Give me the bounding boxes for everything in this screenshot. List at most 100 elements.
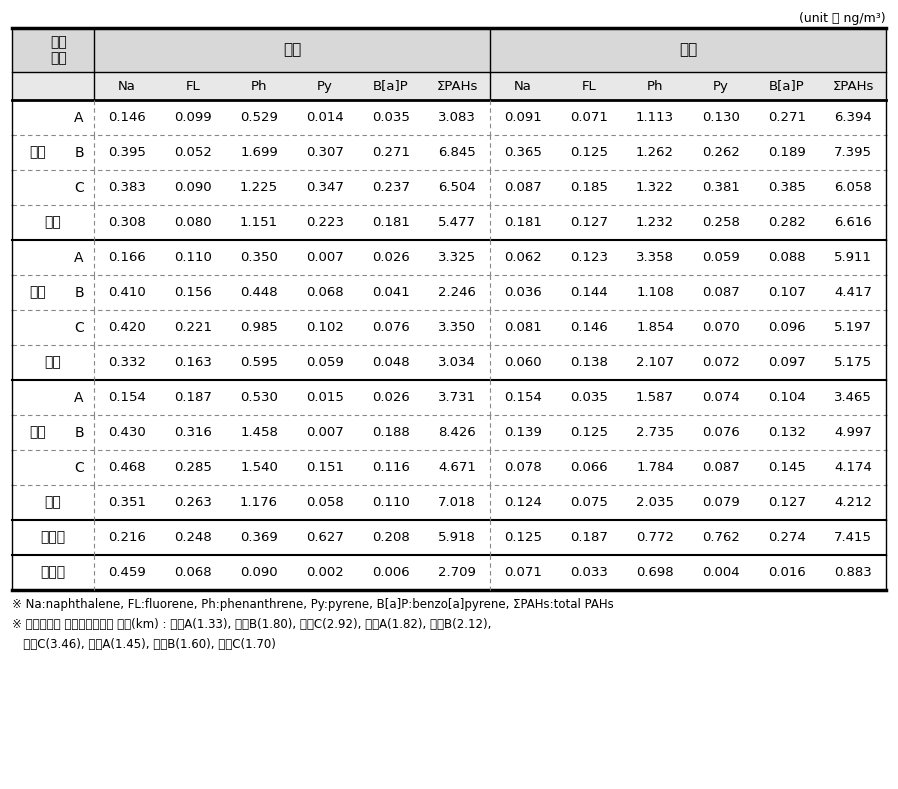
Text: 4.417: 4.417 [834, 286, 872, 299]
Text: 0.316: 0.316 [174, 426, 212, 439]
Text: B[a]P: B[a]P [769, 80, 805, 92]
Text: 0.052: 0.052 [174, 146, 212, 159]
Text: B[a]P: B[a]P [374, 80, 409, 92]
Text: 0.156: 0.156 [174, 286, 212, 299]
Text: 0.385: 0.385 [768, 181, 806, 194]
Text: ΣPAHs: ΣPAHs [436, 80, 478, 92]
Text: 0.026: 0.026 [372, 251, 409, 264]
Text: 6.616: 6.616 [834, 216, 872, 229]
Text: 0.145: 0.145 [768, 461, 806, 474]
Text: Na: Na [118, 80, 136, 92]
Text: 5.197: 5.197 [834, 321, 872, 334]
Text: 0.698: 0.698 [636, 566, 674, 579]
Text: 삼일: 삼일 [30, 286, 47, 300]
Text: 0.035: 0.035 [570, 391, 608, 404]
Text: 1.225: 1.225 [240, 181, 278, 194]
Text: 0.185: 0.185 [570, 181, 608, 194]
Text: 0.237: 0.237 [372, 181, 410, 194]
Text: 0.072: 0.072 [702, 356, 740, 369]
Text: 0.383: 0.383 [108, 181, 146, 194]
Text: 1.854: 1.854 [636, 321, 674, 334]
Text: B: B [75, 425, 84, 439]
Text: 0.099: 0.099 [174, 111, 212, 124]
Text: 3.465: 3.465 [834, 391, 872, 404]
Text: 0.081: 0.081 [504, 321, 541, 334]
Text: 0.079: 0.079 [702, 496, 740, 509]
Text: 평균: 평균 [45, 356, 61, 369]
Text: 0.062: 0.062 [504, 251, 541, 264]
Text: 0.125: 0.125 [570, 426, 608, 439]
Bar [12, 28, 94, 72]
Text: 주삼: 주삼 [30, 425, 47, 439]
Text: 4.174: 4.174 [834, 461, 872, 474]
Text: A: A [75, 391, 84, 405]
Text: 0.060: 0.060 [504, 356, 541, 369]
Bar [12, 72, 886, 100]
Text: 0.036: 0.036 [504, 286, 541, 299]
Text: 0.627: 0.627 [306, 531, 344, 544]
Text: 2.035: 2.035 [636, 496, 674, 509]
Text: 0.080: 0.080 [174, 216, 212, 229]
Text: 0.059: 0.059 [306, 356, 344, 369]
Text: 0.459: 0.459 [108, 566, 145, 579]
Text: 0.014: 0.014 [306, 111, 344, 124]
Text: 해산동: 해산동 [40, 530, 66, 544]
Text: 0.076: 0.076 [702, 426, 740, 439]
Text: 0.130: 0.130 [702, 111, 740, 124]
Text: 4.671: 4.671 [438, 461, 476, 474]
Text: 여름: 여름 [283, 43, 301, 58]
Text: 0.058: 0.058 [306, 496, 344, 509]
Text: 0.138: 0.138 [570, 356, 608, 369]
Text: 0.248: 0.248 [174, 531, 212, 544]
Text: 0.026: 0.026 [372, 391, 409, 404]
Text: 3.358: 3.358 [636, 251, 674, 264]
Text: 0.076: 0.076 [372, 321, 409, 334]
Text: 0.166: 0.166 [108, 251, 145, 264]
Text: 5.477: 5.477 [438, 216, 476, 229]
Text: 1.784: 1.784 [636, 461, 674, 474]
Text: 0.066: 0.066 [570, 461, 608, 474]
Text: 2.107: 2.107 [636, 356, 674, 369]
Text: 0.090: 0.090 [174, 181, 212, 194]
Text: 0.350: 0.350 [240, 251, 278, 264]
Text: 0.087: 0.087 [504, 181, 541, 194]
Text: 0.132: 0.132 [768, 426, 806, 439]
Text: 1.587: 1.587 [636, 391, 674, 404]
Text: 0.595: 0.595 [240, 356, 278, 369]
Text: 0.144: 0.144 [570, 286, 608, 299]
Text: 0.216: 0.216 [108, 531, 146, 544]
Text: 0.448: 0.448 [240, 286, 277, 299]
Text: 0.096: 0.096 [768, 321, 806, 334]
Text: 0.223: 0.223 [306, 216, 344, 229]
Text: 1.322: 1.322 [636, 181, 674, 194]
Text: 0.004: 0.004 [702, 566, 740, 579]
Text: 0.365: 0.365 [504, 146, 541, 159]
Text: 0.127: 0.127 [768, 496, 806, 509]
Text: 0.381: 0.381 [702, 181, 740, 194]
Text: FL: FL [582, 80, 596, 92]
Text: B: B [75, 286, 84, 300]
Text: 1.458: 1.458 [240, 426, 278, 439]
Text: 0.090: 0.090 [240, 566, 277, 579]
Text: 0.068: 0.068 [306, 286, 344, 299]
Text: 2.735: 2.735 [636, 426, 674, 439]
Text: 0.529: 0.529 [240, 111, 278, 124]
Text: 0.208: 0.208 [372, 531, 409, 544]
Text: 0.091: 0.091 [504, 111, 541, 124]
Text: Ph: Ph [647, 80, 664, 92]
Text: 6.504: 6.504 [438, 181, 476, 194]
Text: 3.083: 3.083 [438, 111, 476, 124]
Text: 6.058: 6.058 [834, 181, 872, 194]
Text: 0.075: 0.075 [570, 496, 608, 509]
Text: 3.731: 3.731 [438, 391, 476, 404]
Text: 3.034: 3.034 [438, 356, 476, 369]
Text: 5.911: 5.911 [834, 251, 872, 264]
Text: Ph: Ph [251, 80, 268, 92]
Text: 0.332: 0.332 [108, 356, 146, 369]
Text: 0.187: 0.187 [570, 531, 608, 544]
Text: 0.308: 0.308 [108, 216, 145, 229]
Text: 0.985: 0.985 [240, 321, 277, 334]
Text: 0.006: 0.006 [372, 566, 409, 579]
Text: 2.709: 2.709 [438, 566, 476, 579]
Text: 1.262: 1.262 [636, 146, 674, 159]
